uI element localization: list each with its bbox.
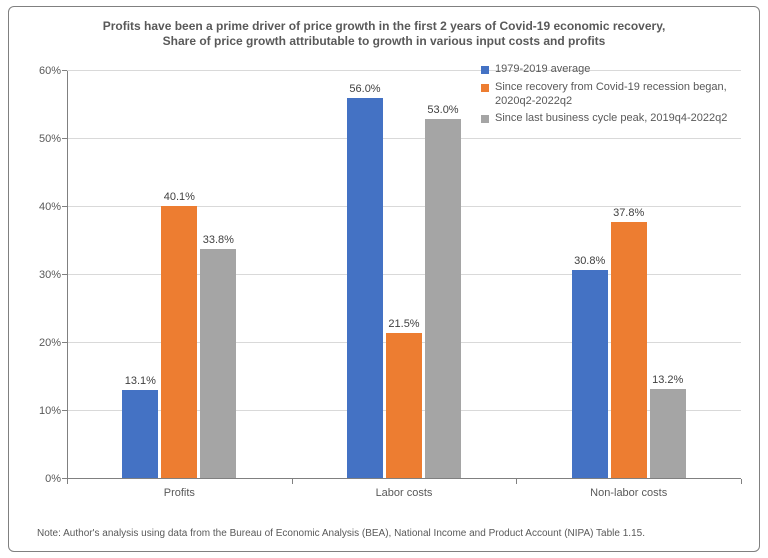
bar-value-label: 56.0% <box>349 83 380 98</box>
legend-swatch <box>481 84 489 92</box>
y-tick-label: 50% <box>39 133 67 145</box>
y-tick <box>62 70 67 71</box>
legend: 1979-2019 average Since recovery from Cov… <box>481 63 737 130</box>
bar-value-label: 33.8% <box>203 234 234 249</box>
category-label: Labor costs <box>292 479 517 499</box>
bar: 13.2% <box>650 389 686 479</box>
legend-label: 1979-2019 average <box>495 63 590 77</box>
legend-swatch <box>481 115 489 123</box>
plot-area: 13.1%40.1%33.8%Profits56.0%21.5%53.0%Lab… <box>67 71 741 479</box>
bar: 30.8% <box>572 270 608 479</box>
x-tick <box>67 479 68 484</box>
y-tick <box>62 274 67 275</box>
bars: 13.1%40.1%33.8% <box>94 71 265 479</box>
bar-group: 13.1%40.1%33.8%Profits <box>67 71 292 479</box>
y-tick-label: 40% <box>39 201 67 213</box>
bar: 53.0% <box>425 119 461 479</box>
bar-value-label: 40.1% <box>164 191 195 206</box>
bar: 33.8% <box>200 249 236 479</box>
legend-item: Since recovery from Covid-19 recession b… <box>481 81 737 109</box>
legend-label: Since last business cycle peak, 2019q4-2… <box>495 112 727 126</box>
y-tick-label: 60% <box>39 65 67 77</box>
legend-item: Since last business cycle peak, 2019q4-2… <box>481 112 737 126</box>
y-tick-label: 20% <box>39 337 67 349</box>
title-line-1: Profits have been a prime driver of pric… <box>9 19 759 34</box>
y-tick <box>62 138 67 139</box>
chart-title: Profits have been a prime driver of pric… <box>9 19 759 49</box>
bar-value-label: 30.8% <box>574 255 605 270</box>
bars: 56.0%21.5%53.0% <box>319 71 490 479</box>
x-tick <box>741 479 742 484</box>
bar-group: 30.8%37.8%13.2%Non-labor costs <box>516 71 741 479</box>
bar: 13.1% <box>122 390 158 479</box>
category-label: Non-labor costs <box>516 479 741 499</box>
legend-label: Since recovery from Covid-19 recession b… <box>495 81 737 109</box>
bar-groups: 13.1%40.1%33.8%Profits56.0%21.5%53.0%Lab… <box>67 71 741 479</box>
category-label: Profits <box>67 479 292 499</box>
bar: 56.0% <box>347 98 383 479</box>
x-tick <box>292 479 293 484</box>
source-note: Note: Author's analysis using data from … <box>37 528 645 539</box>
y-tick <box>62 342 67 343</box>
title-line-2: Share of price growth attributable to gr… <box>9 34 759 49</box>
y-axis-line <box>67 71 68 479</box>
legend-item: 1979-2019 average <box>481 63 737 77</box>
y-tick <box>62 206 67 207</box>
bar: 37.8% <box>611 222 647 479</box>
y-tick-label: 0% <box>45 473 67 485</box>
bar-value-label: 21.5% <box>388 318 419 333</box>
y-tick-label: 30% <box>39 269 67 281</box>
y-tick-label: 10% <box>39 405 67 417</box>
bars: 30.8%37.8%13.2% <box>543 71 714 479</box>
bar: 21.5% <box>386 333 422 479</box>
bar-value-label: 53.0% <box>427 104 458 119</box>
bar-value-label: 37.8% <box>613 207 644 222</box>
bar-value-label: 13.1% <box>125 375 156 390</box>
bar: 40.1% <box>161 206 197 479</box>
bar-group: 56.0%21.5%53.0%Labor costs <box>292 71 517 479</box>
x-axis-line <box>67 478 741 479</box>
y-tick <box>62 410 67 411</box>
x-tick <box>516 479 517 484</box>
chart-frame: Profits have been a prime driver of pric… <box>8 6 760 552</box>
legend-swatch <box>481 66 489 74</box>
bar-value-label: 13.2% <box>652 374 683 389</box>
